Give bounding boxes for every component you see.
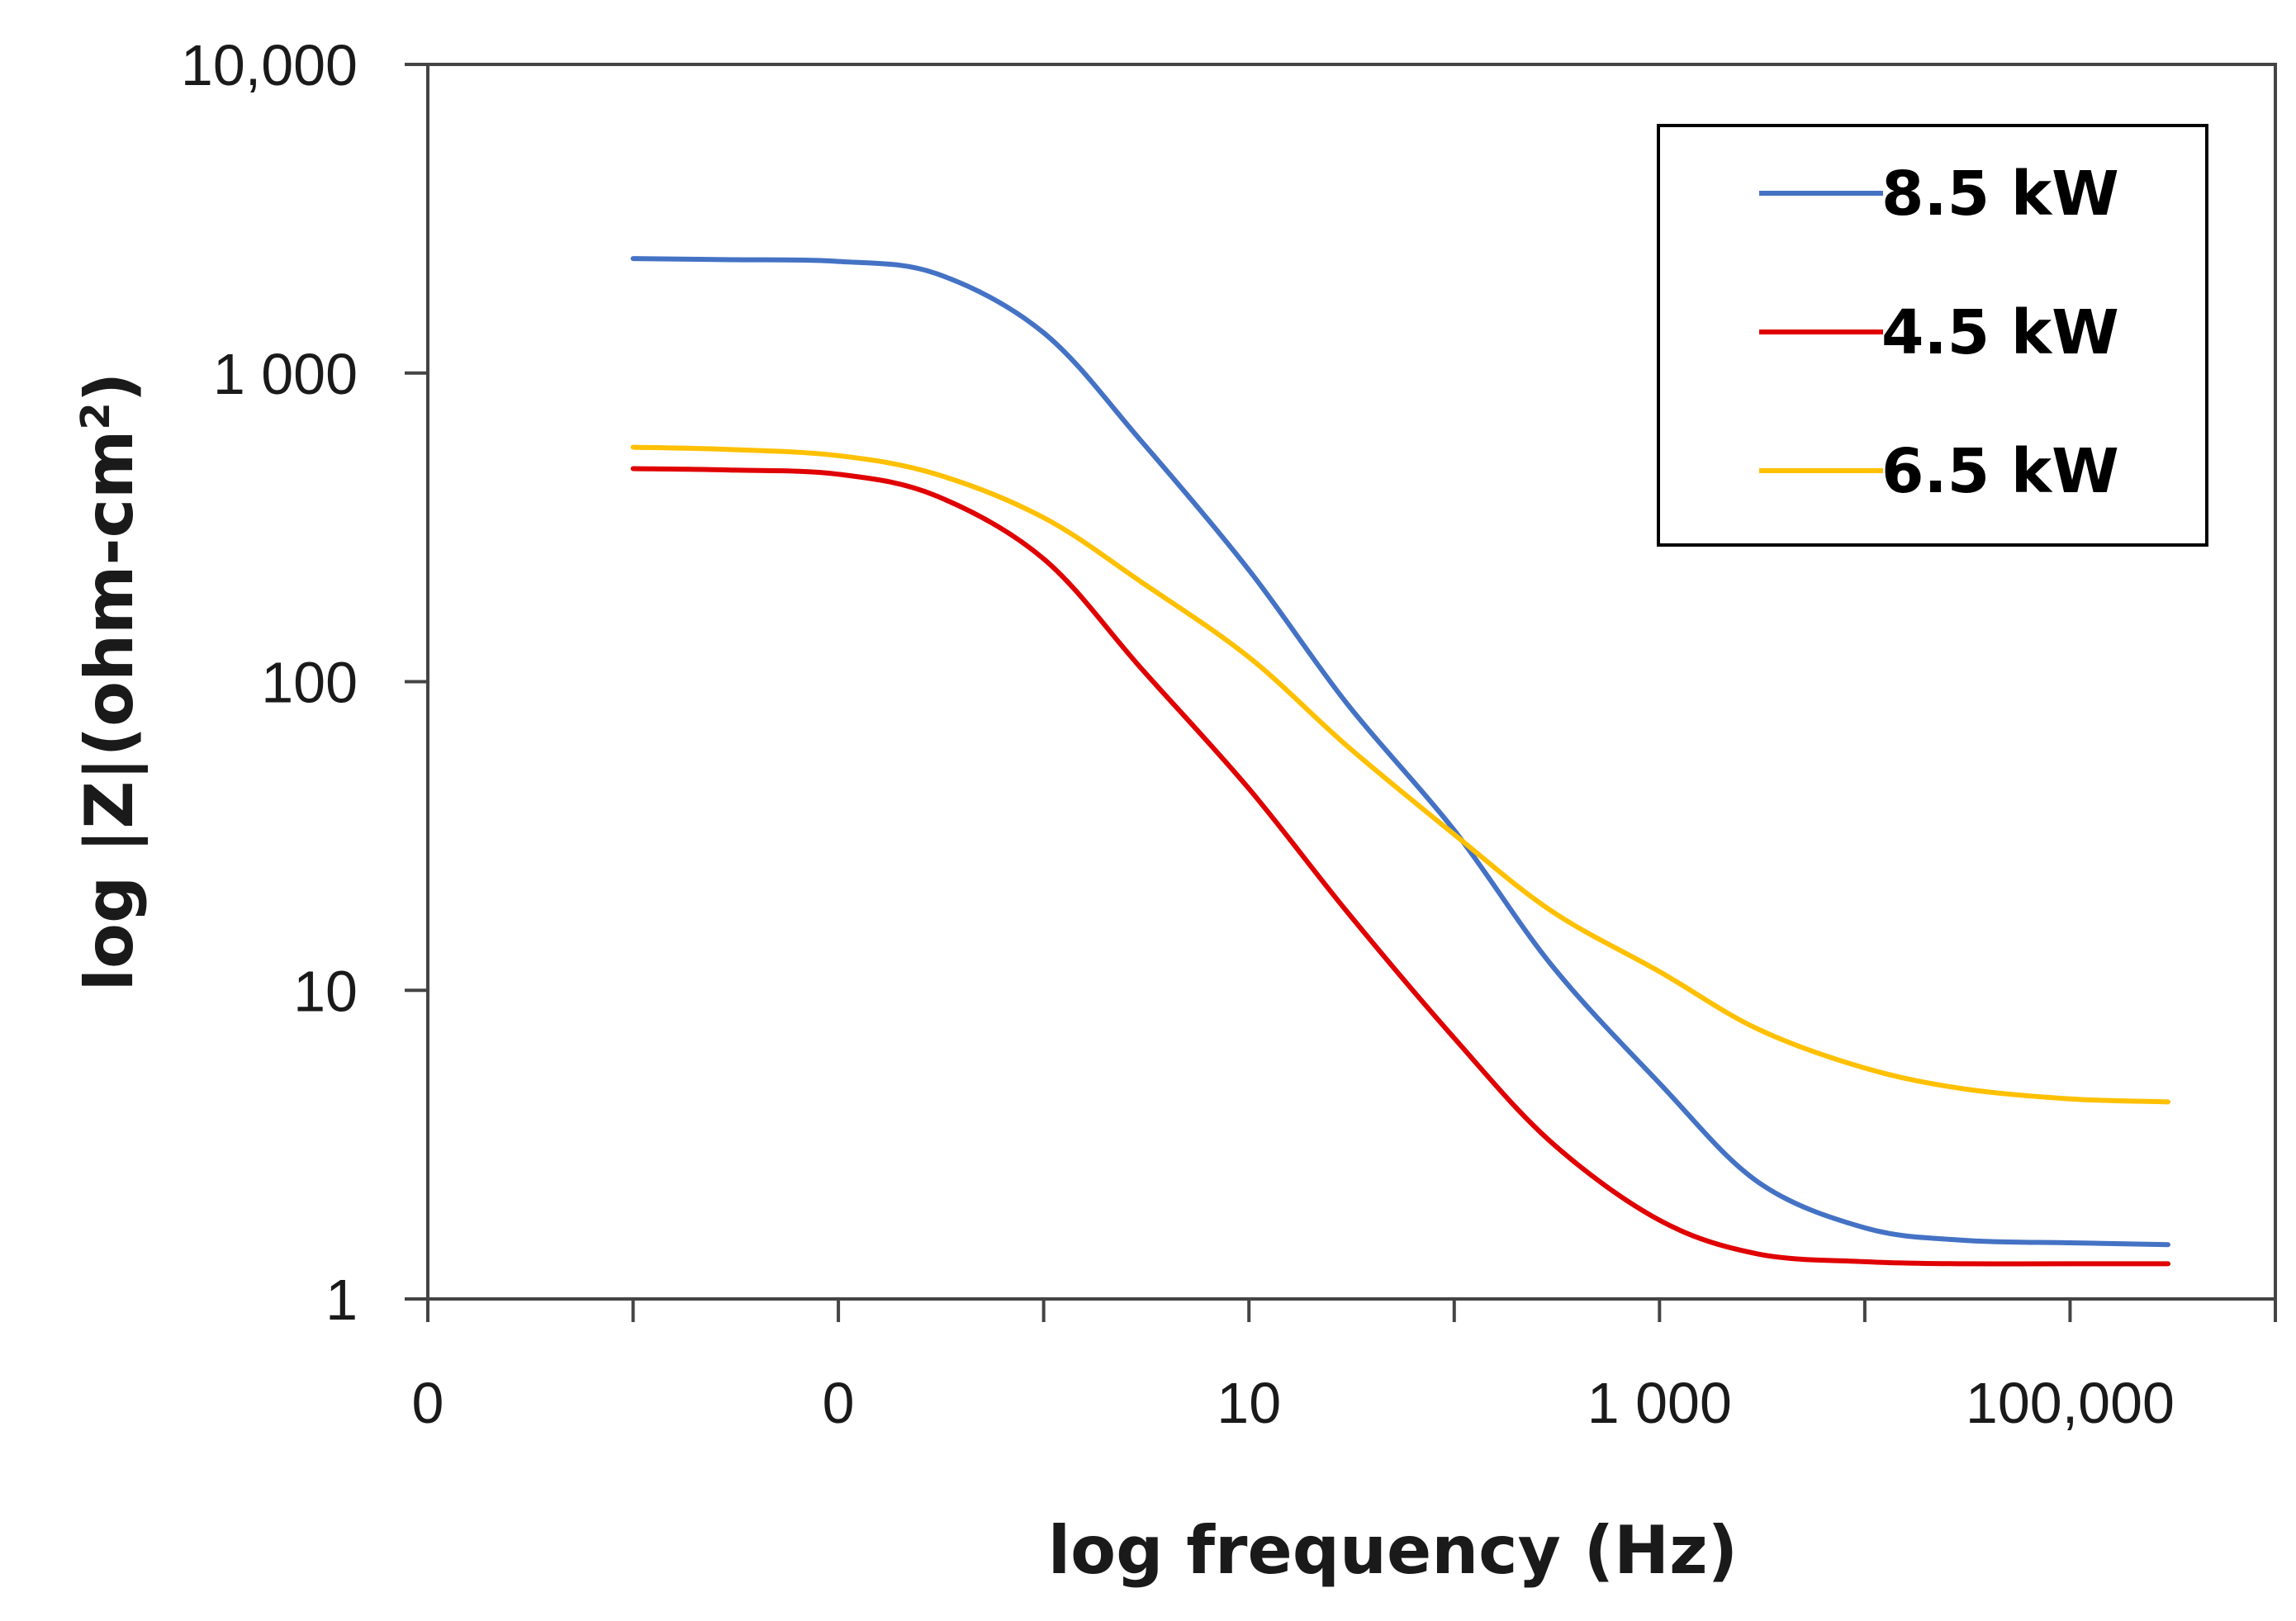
y-tick-label: 1 — [325, 1268, 358, 1332]
y-tick-label: 100 — [261, 651, 358, 715]
x-tick-label: 1 000 — [1587, 1371, 1732, 1435]
y-axis-title-main: log |Z|(ohm-cm — [71, 430, 149, 992]
y-axis-title-superscript: 2 — [73, 402, 119, 429]
series-line-0 — [630, 256, 2170, 1248]
series-line-2 — [630, 444, 2170, 1105]
y-axis-title: log |Z|(ohm-cm2) — [71, 372, 149, 992]
x-tick-label: 0 — [412, 1371, 444, 1435]
y-axis-title-close: ) — [71, 372, 148, 403]
x-axis-title: log frequency (Hz) — [1048, 1512, 1739, 1589]
legend-label: 4.5 kW — [1881, 297, 2119, 368]
legend: 8.5 kW 4.5 kW 6.5 kW — [1657, 124, 2208, 547]
series-layer — [630, 256, 2170, 1267]
legend-label: 6.5 kW — [1881, 436, 2119, 507]
x-tick-label: 100,000 — [1966, 1371, 2175, 1435]
legend-entries: 8.5 kW 4.5 kW 6.5 kW — [1759, 159, 2119, 507]
legend-box — [1657, 124, 2208, 547]
series-line-1 — [630, 466, 2170, 1267]
legend-label: 8.5 kW — [1881, 159, 2119, 230]
x-tick-label: 10 — [1217, 1371, 1281, 1435]
y-tick-label: 10 — [293, 959, 358, 1023]
y-tick-label: 1 000 — [213, 342, 358, 406]
ticks-layer: 1 10 100 1 000 10,000 0 0 10 1 000 100,000 — [181, 33, 2277, 1435]
y-tick-label: 10,000 — [181, 33, 358, 97]
x-tick-label: 0 — [823, 1371, 855, 1435]
